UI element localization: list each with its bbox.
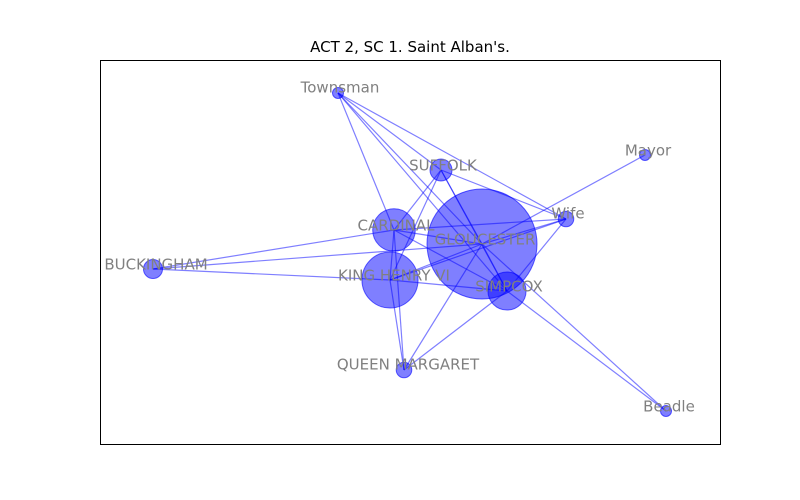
edge-simpcox-queen_margaret (403, 290, 508, 371)
node-townsman (332, 87, 344, 99)
node-gloucester (426, 188, 538, 300)
edge-simpcox-beadle (506, 290, 667, 412)
node-beadle (660, 405, 672, 417)
node-label-simpcox: SIMPCOX (475, 278, 543, 296)
edge-cardinal-buckingham (152, 229, 395, 270)
node-label-queen_margaret: QUEEN MARGARET (337, 356, 480, 374)
node-king_henry_vi (361, 251, 419, 309)
node-label-buckingham: BUCKINGHAM (104, 256, 207, 274)
node-label-king_henry_vi: KING HENRY VI (338, 267, 450, 285)
edge-buckingham-king_henry_vi (152, 268, 391, 281)
node-suffolk (429, 158, 453, 182)
plot-frame (100, 60, 721, 445)
node-buckingham (142, 258, 164, 280)
label-layer: Townsman Mayor SUFFOLK Wife CARDINALGLOUCEST… (104, 79, 694, 416)
node-label-cardinal: CARDINAL (358, 217, 436, 235)
node-label-townsman: Townsman (300, 79, 380, 97)
node-layer (142, 87, 672, 417)
node-mayor (639, 149, 651, 161)
node-label-beadle: Beadle (643, 398, 695, 416)
node-label-suffolk: SUFFOLK (409, 157, 478, 175)
node-queen_margaret (395, 361, 413, 379)
edge-townsman-wife (337, 92, 567, 220)
figure-title: ACT 2, SC 1. Saint Alban's. (310, 38, 510, 56)
node-simpcox (487, 271, 527, 311)
edge-townsman-cardinal (337, 92, 395, 231)
node-label-mayor: Mayor (625, 142, 672, 160)
node-wife (557, 210, 575, 228)
edge-townsman-suffolk (337, 92, 442, 171)
node-label-wife: Wife (551, 205, 584, 223)
node-label-gloucester: GLOUCESTER (435, 231, 536, 249)
node-cardinal (372, 208, 416, 252)
